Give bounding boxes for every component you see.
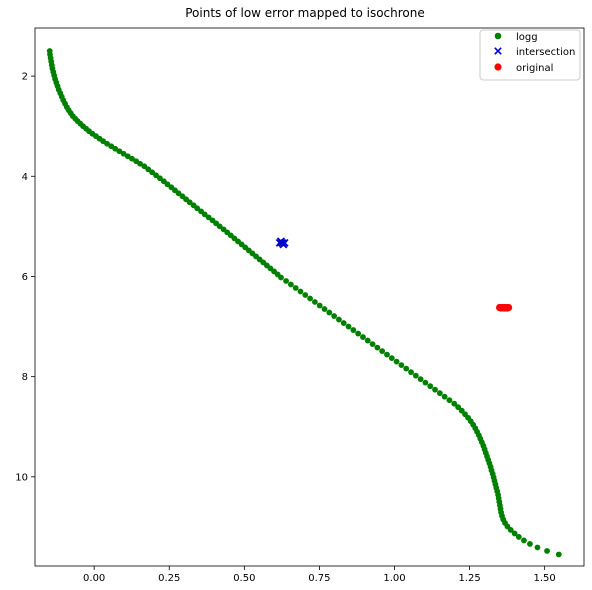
x-tick-label: 0.50 (233, 573, 255, 584)
logg-point (302, 292, 309, 298)
logg-point (297, 288, 304, 295)
logg-point (331, 313, 338, 319)
logg-point (124, 153, 131, 160)
logg-point (157, 175, 163, 182)
logg-point (544, 548, 550, 554)
logg-point (432, 386, 438, 393)
logg-point (534, 544, 541, 551)
logg-point (412, 372, 419, 379)
logg-point (527, 541, 533, 547)
logg-point (153, 172, 159, 179)
y-tick-label: 4 (22, 172, 28, 183)
logg-point (511, 530, 518, 537)
logg-point (384, 351, 390, 358)
logg-point (116, 148, 123, 155)
intersection-point (280, 238, 289, 247)
logg-point (374, 344, 381, 351)
logg-point (355, 330, 362, 337)
original-point (505, 303, 513, 312)
logg-point (555, 551, 562, 558)
logg-point (336, 316, 342, 323)
legend: logg intersection original (479, 29, 581, 81)
y-axis: 2 4 6 8 10 (15, 72, 35, 483)
logg-point (388, 355, 395, 362)
logg-point (364, 337, 371, 344)
y-tick-label: 8 (22, 372, 28, 383)
x-tick-label: 0.00 (83, 573, 105, 584)
logg-point (283, 278, 289, 284)
y-tick-label: 2 (22, 72, 28, 83)
legend-box (479, 29, 581, 81)
logg-point (455, 404, 462, 411)
logg-point (521, 537, 527, 544)
logg-point (326, 309, 333, 316)
legend-label-logg: logg (516, 32, 538, 43)
logg-point (278, 274, 284, 281)
logg-point (403, 365, 410, 372)
logg-point (175, 190, 182, 197)
x-tick-label: 0.75 (308, 573, 330, 584)
logg-point (422, 379, 429, 386)
data-marks (46, 48, 562, 558)
logg-point (417, 376, 424, 383)
logg-point (312, 299, 318, 305)
logg-point (446, 397, 453, 404)
series-original (496, 303, 513, 312)
logg-point (441, 393, 448, 400)
logg-point (379, 348, 386, 355)
series-intersection (275, 237, 289, 249)
x-tick-label: 1.00 (383, 573, 405, 584)
logg-point (145, 166, 152, 173)
legend-marker-original (494, 63, 502, 71)
y-tick-label: 10 (15, 472, 28, 483)
y-tick-label: 6 (22, 272, 28, 283)
x-tick-label: 0.25 (158, 573, 180, 584)
logg-point (345, 323, 352, 330)
logg-point (287, 281, 294, 288)
series-logg (46, 48, 562, 558)
logg-point (316, 302, 323, 309)
logg-point (129, 155, 135, 162)
legend-label-original: original (516, 63, 553, 74)
logg-point (515, 534, 522, 540)
logg-point (112, 145, 119, 152)
logg-point (205, 214, 212, 221)
x-axis: 0.00 0.25 0.50 0.75 1.00 1.25 1.50 (83, 566, 556, 584)
logg-point (340, 320, 347, 326)
logg-point (398, 362, 405, 369)
x-tick-label: 1.25 (458, 573, 480, 584)
chart-title: Points of low error mapped to isochrone (185, 6, 425, 20)
logg-point (451, 400, 458, 407)
legend-label-intersection: intersection (516, 47, 575, 58)
legend-marker-logg (494, 32, 502, 40)
x-tick-label: 1.50 (534, 573, 556, 584)
logg-point (350, 327, 357, 333)
logg-point (427, 383, 434, 390)
logg-point (436, 390, 443, 397)
logg-point (141, 163, 148, 170)
logg-point (104, 140, 110, 147)
logg-point (507, 527, 514, 533)
logg-point (321, 306, 328, 312)
logg-point (307, 295, 314, 302)
logg-point (393, 358, 400, 365)
logg-point (186, 199, 193, 206)
logg-point (137, 160, 144, 167)
logg-point (408, 369, 414, 376)
logg-point (369, 341, 376, 347)
logg-point (360, 334, 366, 340)
legend-marker-intersection (494, 47, 502, 55)
logg-point (216, 223, 223, 230)
logg-point (120, 150, 127, 157)
logg-point (149, 169, 156, 176)
logg-point (194, 205, 201, 212)
logg-point (292, 285, 299, 291)
logg-point (201, 211, 208, 218)
logg-point (164, 181, 171, 188)
